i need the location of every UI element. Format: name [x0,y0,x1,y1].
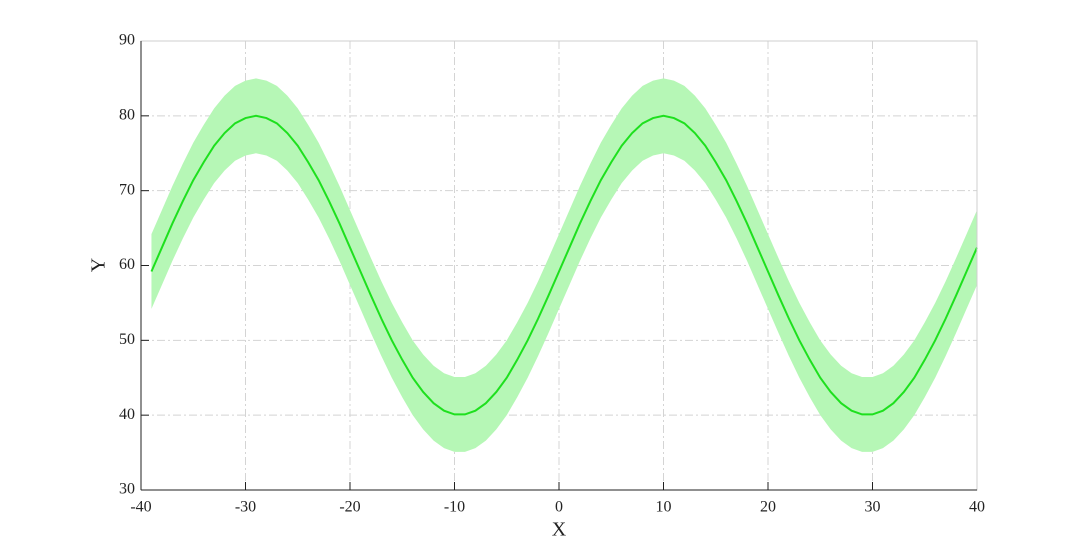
y-axis-label: Y [88,258,110,272]
x-tick-label: 20 [760,499,776,516]
x-tick-label: 30 [865,499,881,516]
x-tick-label: 10 [656,499,672,516]
x-tick-label: -40 [130,499,151,516]
y-tick-label: 60 [119,256,135,273]
x-tick-label: -30 [235,499,256,516]
x-tick-label: 0 [555,499,563,516]
x-tick-label: 40 [969,499,985,516]
confidence-band [151,78,977,452]
y-tick-label: 70 [119,181,135,198]
x-axis-label: X [552,519,567,541]
plot-area: 30 40 50 60 70 80 90 -40 -30 -20 -10 0 10 20 30 40 [119,32,985,516]
y-tick-label: 50 [119,331,135,348]
y-tick-label: 80 [119,107,135,124]
line [150,114,978,416]
y-tick-label: 90 [119,32,135,49]
x-tick-label: -10 [444,499,465,516]
y-tick-label: 30 [119,481,135,498]
x-tick-label: -20 [339,499,360,516]
y-tick-label: 40 [119,406,135,423]
